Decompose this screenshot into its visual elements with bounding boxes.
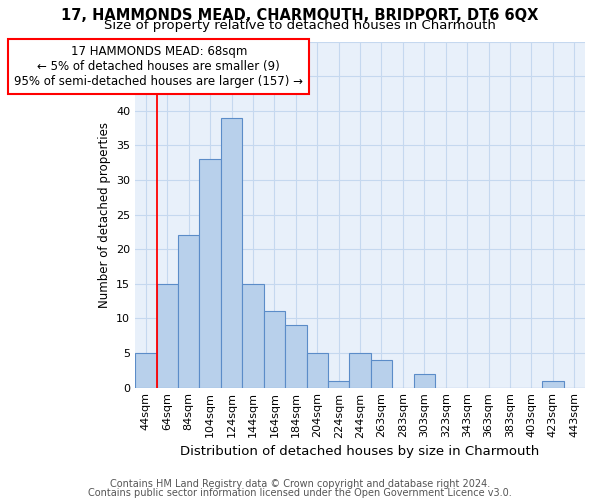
Bar [371, 360, 392, 388]
Bar [199, 159, 221, 388]
Bar [242, 284, 263, 388]
Bar [307, 353, 328, 388]
Bar [178, 236, 199, 388]
Y-axis label: Number of detached properties: Number of detached properties [98, 122, 110, 308]
Text: Contains HM Land Registry data © Crown copyright and database right 2024.: Contains HM Land Registry data © Crown c… [110, 479, 490, 489]
X-axis label: Distribution of detached houses by size in Charmouth: Distribution of detached houses by size … [181, 444, 539, 458]
Bar [157, 284, 178, 388]
Bar [349, 353, 371, 388]
Text: 17, HAMMONDS MEAD, CHARMOUTH, BRIDPORT, DT6 6QX: 17, HAMMONDS MEAD, CHARMOUTH, BRIDPORT, … [61, 8, 539, 22]
Bar [542, 380, 563, 388]
Bar [221, 118, 242, 388]
Bar [285, 326, 307, 388]
Bar [413, 374, 435, 388]
Bar [135, 353, 157, 388]
Bar [328, 380, 349, 388]
Text: Contains public sector information licensed under the Open Government Licence v3: Contains public sector information licen… [88, 488, 512, 498]
Text: Size of property relative to detached houses in Charmouth: Size of property relative to detached ho… [104, 18, 496, 32]
Text: 17 HAMMONDS MEAD: 68sqm
← 5% of detached houses are smaller (9)
95% of semi-deta: 17 HAMMONDS MEAD: 68sqm ← 5% of detached… [14, 45, 303, 88]
Bar [263, 312, 285, 388]
